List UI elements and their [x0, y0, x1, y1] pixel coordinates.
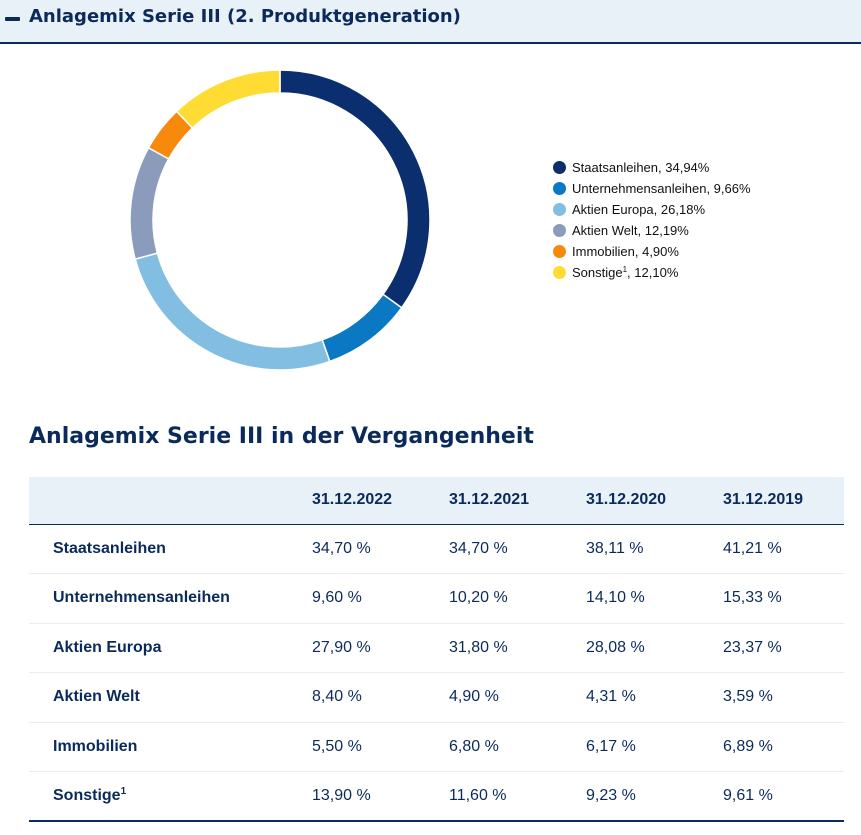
legend-item: Unternehmensanleihen, 9,66% [553, 178, 751, 199]
donut-slice-aktien europa[interactable] [134, 252, 331, 371]
table-row: Unternehmensanleihen 9,60 % 10,20 % 14,10 %… [29, 574, 844, 623]
table-row: Aktien Europa 27,90 % 31,80 % 28,08 % 23,37 … [29, 623, 844, 673]
legend-swatch [553, 266, 566, 279]
minus-icon[interactable] [5, 17, 20, 21]
table-cell: 11,60 % [449, 787, 507, 804]
row-label: Staatsanleihen [53, 539, 166, 557]
legend-swatch [553, 203, 566, 216]
table-cell: 10,20 % [449, 589, 508, 607]
table-cell: 34,70 % [449, 539, 508, 557]
table-cell: 6,89 % [723, 737, 773, 755]
legend-item: Aktien Europa, 26,18% [553, 199, 751, 220]
table-cell: 14,10 % [586, 589, 645, 607]
table-row: Immobilien 5,50 % 6,80 % 6,17 % 6,89 % [29, 722, 844, 772]
table-cell: 9,60 % [312, 589, 362, 607]
legend-label: Sonstige1, 12,10% [572, 265, 679, 280]
header-2022: 31.12.2022 [312, 491, 393, 509]
table-cell: 34,70 % [312, 539, 371, 557]
row-label: Aktien Welt [53, 688, 140, 706]
history-title: Anlagemix Serie III in der Vergangenheit [29, 424, 534, 449]
legend-swatch [553, 161, 566, 174]
table-cell: 38,11 % [586, 539, 644, 557]
table-cell: 27,90 % [312, 638, 371, 656]
legend-item: Staatsanleihen, 34,94% [553, 157, 751, 178]
legend-swatch [553, 245, 566, 258]
table-cell: 4,90 % [449, 688, 499, 706]
table-cell: 41,21 % [723, 539, 782, 557]
table-cell: 8,40 % [312, 688, 362, 706]
legend-item: Aktien Welt, 12,19% [553, 220, 751, 241]
legend-item: Sonstige1, 12,10% [553, 262, 751, 283]
table-cell: 9,23 % [586, 787, 636, 804]
accordion-title: Anlagemix Serie III (2. Produktgeneratio… [29, 6, 461, 27]
table-row: Staatsanleihen 34,70 % 34,70 % 38,11 % 41,21… [29, 524, 844, 574]
donut-chart [129, 69, 431, 371]
legend-label: Unternehmensanleihen, 9,66% [572, 181, 751, 196]
table-header-row: 31.12.2022 31.12.2021 31.12.2020 31.12.2… [29, 477, 844, 524]
donut-slice-aktien welt[interactable] [129, 146, 170, 261]
legend-item: Immobilien, 4,90% [553, 241, 751, 262]
table-cell: 6,80 % [449, 737, 499, 755]
table-row: Sonstige1 13,90 % 11,60 % 9,23 % 9,61 % [29, 772, 844, 821]
table-cell: 28,08 % [586, 638, 645, 656]
row-label: Unternehmensanleihen [53, 589, 230, 607]
chart-legend: Staatsanleihen, 34,94% Unternehmensanleih… [553, 157, 751, 283]
footnote-marker: 1 [120, 786, 127, 797]
accordion-header[interactable]: Anlagemix Serie III (2. Produktgeneratio… [0, 0, 861, 44]
legend-label: Immobilien, 4,90% [572, 244, 679, 259]
table-row: Aktien Welt 8,40 % 4,90 % 4,31 % 3,59 % [29, 673, 844, 722]
legend-swatch [553, 182, 566, 195]
table-cell: 6,17 % [586, 737, 636, 755]
table-cell: 5,50 % [312, 737, 362, 755]
header-2019: 31.12.2019 [723, 491, 804, 509]
donut-slice-staatsanleihen[interactable] [279, 69, 431, 309]
table-cell: 23,37 % [723, 638, 782, 656]
header-2021: 31.12.2021 [449, 491, 530, 509]
table-cell: 3,59 % [723, 688, 773, 706]
donut-slice-sonstige[interactable] [175, 69, 281, 130]
header-2020: 31.12.2020 [586, 491, 667, 509]
legend-label: Aktien Welt, 12,19% [572, 223, 689, 238]
history-table: 31.12.2022 31.12.2021 31.12.2020 31.12.2… [29, 477, 844, 822]
legend-label: Aktien Europa, 26,18% [572, 202, 705, 217]
table-cell: 4,31 % [586, 688, 636, 706]
legend-label: Staatsanleihen, 34,94% [572, 160, 710, 175]
donut-slice-unternehmensanleihen[interactable] [321, 293, 403, 363]
table-cell: 9,61 % [723, 787, 773, 804]
legend-swatch [553, 224, 566, 237]
table-cell: 13,90 % [312, 787, 371, 804]
row-label: Sonstige1 [53, 786, 127, 805]
table-cell: 31,80 % [449, 638, 508, 656]
table-cell: 15,33 % [723, 589, 782, 607]
row-label: Immobilien [53, 737, 138, 755]
row-label: Aktien Europa [53, 638, 162, 656]
header-empty [29, 477, 312, 524]
